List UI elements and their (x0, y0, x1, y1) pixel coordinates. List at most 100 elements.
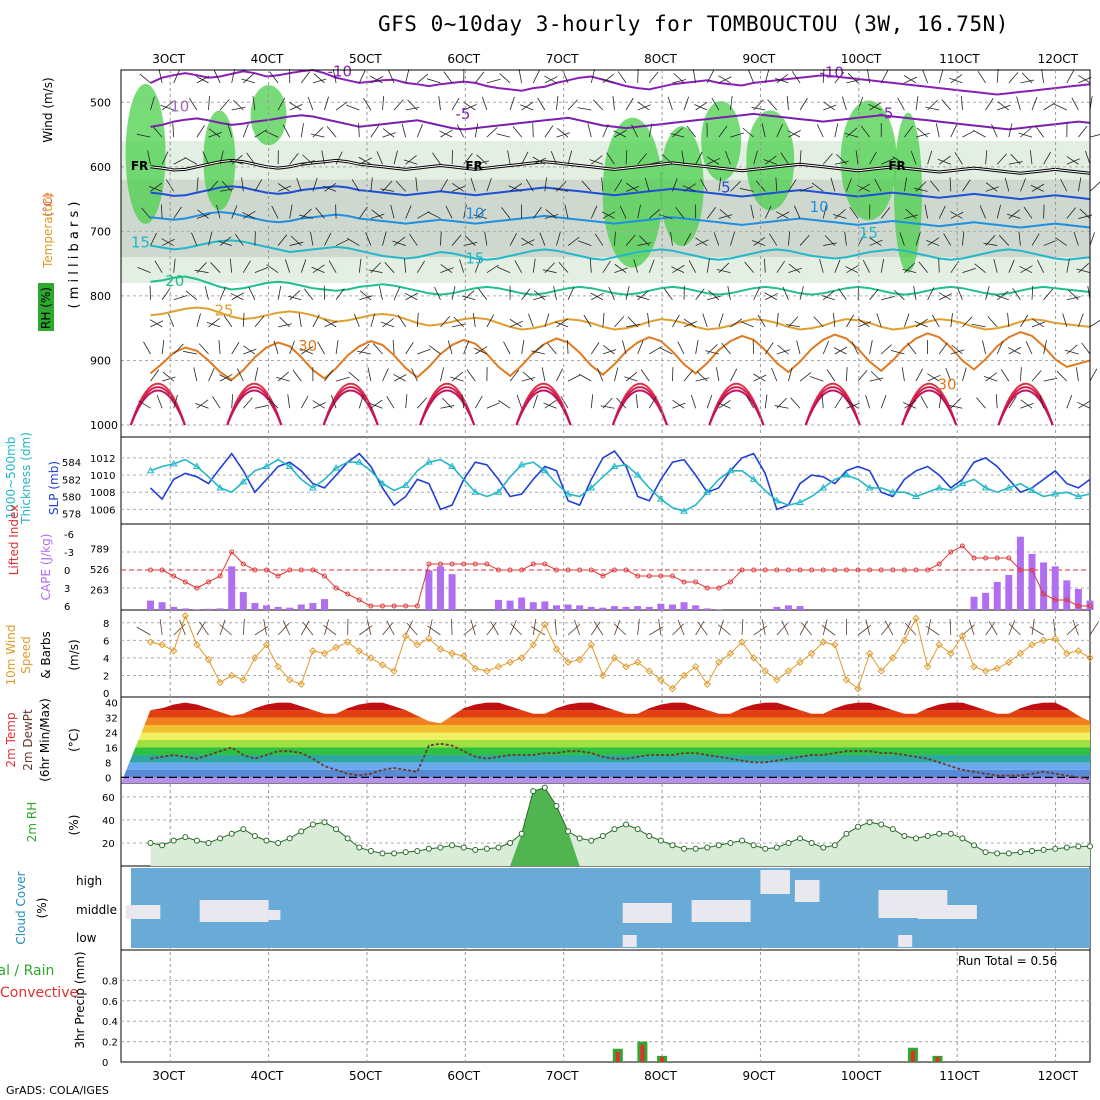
contour-label: -5 (878, 104, 893, 122)
wind-barb (521, 340, 525, 355)
wind-barb (496, 133, 511, 138)
temp-tick: 40 (105, 699, 118, 710)
lifted-index-point (194, 585, 200, 591)
wind-barb (1078, 400, 1091, 409)
wind-barb (1020, 367, 1022, 382)
wind-barb (1016, 96, 1021, 111)
wind-barb (317, 341, 325, 355)
lifted-index-point (611, 567, 617, 573)
wind-barb (1025, 341, 1033, 355)
cape-bar (645, 606, 653, 610)
rh-point (669, 842, 676, 849)
wind-barb (995, 394, 998, 409)
contour-label: 30 (298, 337, 317, 355)
wind-barb (816, 124, 824, 138)
wind-barb (558, 261, 569, 273)
wind-barb (893, 289, 905, 301)
wind-barb-10m (1066, 623, 1079, 636)
rh-point (495, 844, 502, 851)
wind-barb (556, 231, 561, 246)
wind-barb (913, 187, 928, 192)
wind-barb (913, 285, 917, 300)
wind-barb (1031, 183, 1045, 192)
wind-barb (1031, 285, 1034, 300)
wind-barb (219, 150, 224, 165)
wind-barb (395, 180, 406, 192)
wind-barb (694, 104, 708, 111)
panel-frame (120, 949, 1091, 1063)
wind-barb (392, 240, 406, 246)
wind-barb (822, 340, 830, 355)
wind-speed-point (680, 671, 688, 680)
wind-barb (593, 99, 604, 111)
wind-barb (950, 74, 963, 84)
wind-barb (532, 156, 546, 165)
wind-barb (556, 128, 569, 138)
wind-barb (938, 292, 952, 301)
isotherm-line (150, 239, 1091, 261)
wind-speed-point (657, 676, 665, 684)
wind-barb (892, 156, 905, 165)
lifted-index-point (1087, 603, 1093, 609)
lifted-index-point (948, 549, 954, 555)
wind-barb-10m (323, 624, 337, 636)
wind-speed-point (575, 655, 584, 664)
wind-barb (926, 239, 940, 246)
wind-tick: 0 (103, 689, 109, 700)
wind-barb (474, 347, 488, 355)
thickness-point (146, 466, 155, 474)
wind-barb (846, 402, 860, 409)
wind-barb (185, 290, 198, 301)
rh-point (170, 837, 177, 844)
wind-barb (481, 96, 488, 111)
lifted-index-point (333, 585, 339, 591)
wind-barb (822, 204, 827, 219)
wind-barb (1037, 259, 1044, 273)
wind-barb (1078, 125, 1088, 138)
wind-barb (602, 124, 609, 138)
wind-barb (1031, 233, 1040, 246)
rh-point (599, 833, 606, 840)
wind-barb (799, 186, 814, 192)
temp-color-band (121, 702, 1090, 703)
wind-barb (525, 179, 534, 192)
wind-barb-10m (927, 619, 932, 636)
li-tick: 6 (64, 602, 70, 613)
wind-barb (312, 264, 325, 274)
wind-speed-point (193, 641, 201, 649)
cloud-block (794, 880, 820, 902)
wind-speed-point (935, 641, 943, 649)
temp-color-band (121, 747, 1090, 755)
wind-barb (335, 340, 339, 355)
wind-barb (907, 342, 917, 355)
wind-barb (846, 127, 858, 138)
wind-barb (799, 150, 802, 165)
wind-barb (790, 397, 801, 409)
wind-barb (764, 342, 774, 355)
wind-barb (521, 237, 534, 246)
precip-total-label: tal / Rain (0, 963, 54, 979)
wind-barb (826, 369, 836, 382)
wind-barb (335, 151, 343, 165)
wind-barb (486, 314, 495, 328)
surface-isotherm (997, 389, 1054, 426)
top-date-tick: 3OCT (152, 52, 185, 66)
wind-barb (612, 96, 615, 111)
wind10m-speed-label: Speed (19, 636, 33, 674)
rh-point (623, 821, 630, 828)
wind-barb (796, 340, 801, 355)
wind-barb (544, 213, 559, 219)
wind-barb (560, 396, 569, 409)
wind-barb-10m (463, 624, 477, 636)
wind-barb (315, 207, 325, 219)
wind-barb (624, 376, 638, 382)
wind-barb (915, 368, 923, 382)
wind-barb (292, 369, 302, 382)
thickness-unit-label: Thickness (dm) (19, 432, 33, 525)
lifted-index-point (159, 567, 165, 573)
wind-barb (566, 339, 569, 355)
wind-barb (904, 214, 919, 219)
wind-speed-point (506, 658, 514, 666)
lifted-index-point (553, 567, 559, 573)
wind-barb (478, 288, 488, 301)
